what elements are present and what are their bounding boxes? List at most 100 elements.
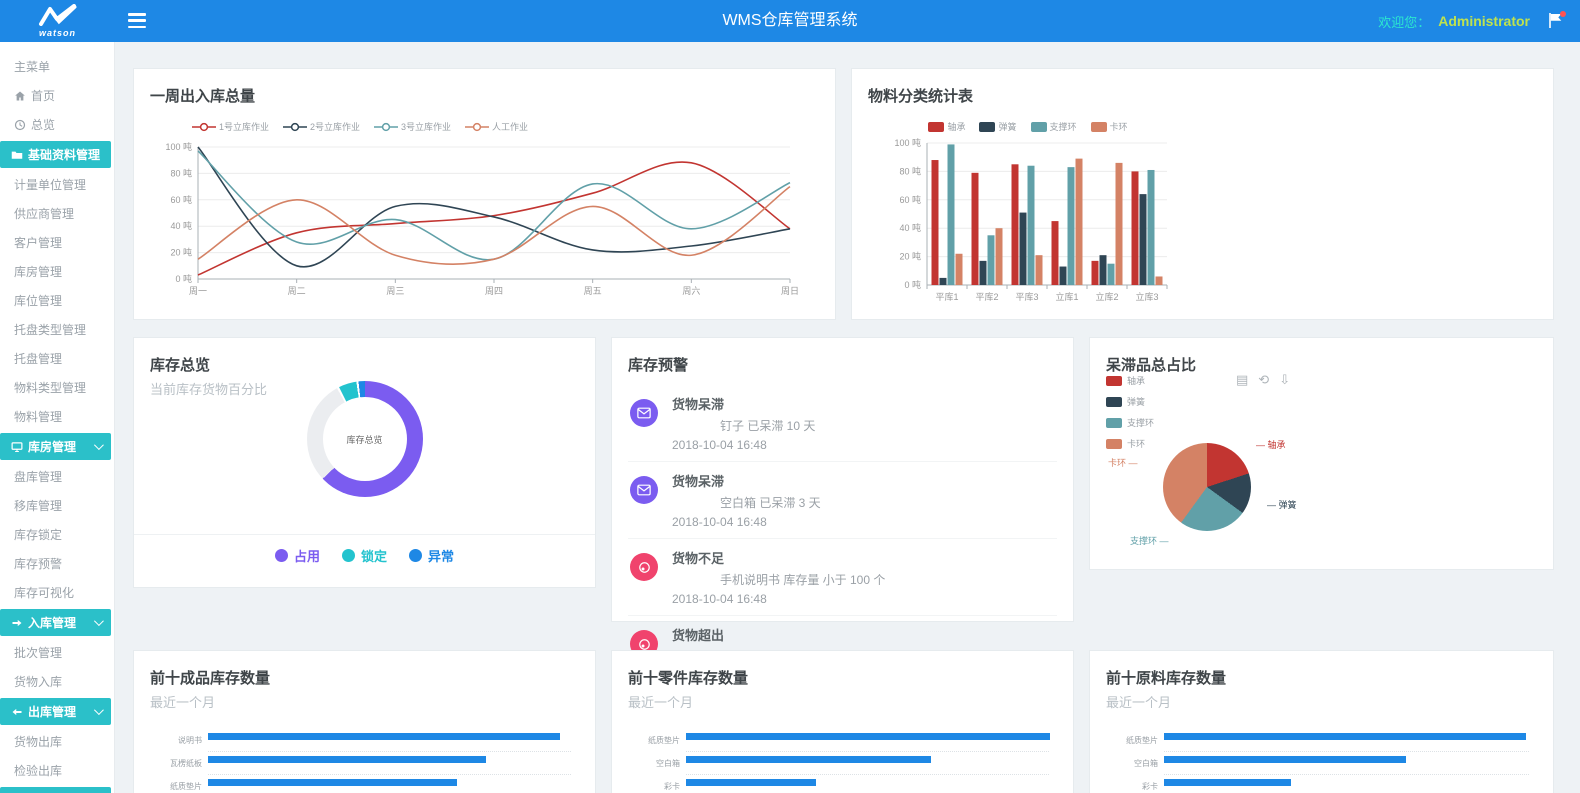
warning-item[interactable]: 货物不足 手机说明书 库存量 小于 100 个 2018-10-04 16:48 bbox=[628, 539, 1057, 616]
sidebar-item-移库管理[interactable]: 移库管理 bbox=[0, 491, 114, 520]
username[interactable]: Administrator bbox=[1438, 13, 1530, 29]
hbar-bar bbox=[686, 733, 1050, 740]
sidebar-item-label: 批次管理 bbox=[14, 646, 63, 660]
svg-text:周三: 周三 bbox=[386, 286, 404, 296]
menu-toggle-icon[interactable] bbox=[128, 13, 146, 28]
sidebar-item-库存锁定[interactable]: 库存锁定 bbox=[0, 520, 114, 549]
data-view-icon[interactable]: ▤ bbox=[1236, 372, 1249, 387]
welcome-label: 欢迎您： bbox=[1378, 14, 1431, 30]
sidebar-item-出库管理[interactable]: 出库管理 bbox=[0, 698, 111, 725]
hbar-label: 彩卡 bbox=[1142, 782, 1158, 791]
sidebar-item-基础资料管理[interactable]: 基础资料管理 bbox=[0, 141, 111, 168]
card-title: 一周出入库总量 bbox=[150, 88, 256, 105]
donut-legend-item-锁定[interactable]: 锁定 bbox=[341, 546, 387, 565]
card-subtitle: 最近一个月 bbox=[150, 695, 216, 710]
pie-legend-item-轴承[interactable]: 轴承 bbox=[1106, 374, 1154, 387]
hbar-track bbox=[208, 775, 579, 793]
legend-item-卡环[interactable]: 卡环 bbox=[1090, 120, 1128, 133]
sidebar-item-入库管理[interactable]: 入库管理 bbox=[0, 609, 111, 636]
hbar-track bbox=[208, 752, 579, 775]
refresh-icon[interactable]: ⟲ bbox=[1258, 372, 1270, 387]
sidebar-item-检验出库[interactable]: 检验出库 bbox=[0, 756, 114, 785]
hbar-label: 纸质垫片 bbox=[170, 782, 202, 791]
card-inventory-warning: 库存预警 货物呆滞 钉子 已呆滞 10 天 2018-10-04 16:48 货物呆滞… bbox=[611, 337, 1074, 683]
sidebar-item-托盘管理[interactable]: 托盘管理 bbox=[0, 344, 114, 373]
svg-text:80 吨: 80 吨 bbox=[170, 167, 192, 178]
sidebar-item-托盘类型管理[interactable]: 托盘类型管理 bbox=[0, 315, 114, 344]
sidebar-item-label: 物料管理 bbox=[14, 410, 63, 424]
hbar-label: 瓦楞纸板 bbox=[170, 759, 202, 768]
sidebar-item-批次管理[interactable]: 批次管理 bbox=[0, 638, 114, 667]
warning-title: 货物不足 bbox=[672, 551, 725, 566]
hbar-track bbox=[1164, 729, 1537, 752]
legend-item-3号立库作业[interactable]: 3号立库作业 bbox=[374, 120, 451, 133]
hbar-track bbox=[1164, 775, 1537, 793]
hbar-row-彩卡: 彩卡 bbox=[1106, 775, 1537, 793]
mail-icon bbox=[630, 476, 658, 504]
sidebar-item-label: 库位管理 bbox=[14, 294, 63, 308]
brand-logo[interactable]: watson bbox=[0, 0, 115, 42]
sidebar-item-客户管理[interactable]: 客户管理 bbox=[0, 228, 114, 257]
arrow-left-icon bbox=[11, 706, 23, 718]
sidebar-item-库位管理[interactable]: 库位管理 bbox=[0, 286, 114, 315]
hbar-bar bbox=[1164, 779, 1291, 786]
sidebar-item-货物出库[interactable]: 货物出库 bbox=[0, 727, 114, 756]
legend-item-人工作业[interactable]: 人工作业 bbox=[465, 120, 528, 133]
sidebar-item-label: 货物出库 bbox=[14, 735, 63, 749]
pie-legend: 轴承 弹簧 支撑环 卡环 bbox=[1106, 374, 1154, 458]
hbar-row-纸质垫片: 纸质垫片 bbox=[628, 729, 1057, 752]
legend-item-支撑环[interactable]: 支撑环 bbox=[1030, 120, 1077, 133]
card-subtitle: 最近一个月 bbox=[1106, 695, 1172, 710]
card-subtitle: 最近一个月 bbox=[628, 695, 694, 710]
hbar-bar bbox=[1164, 756, 1407, 763]
sidebar-item-盘库管理[interactable]: 盘库管理 bbox=[0, 462, 114, 491]
legend-item-弹簧[interactable]: 弹簧 bbox=[979, 120, 1017, 133]
sidebar-item-首页[interactable]: 首页 bbox=[0, 81, 114, 110]
warning-time: 2018-10-04 16:48 bbox=[672, 515, 767, 529]
notification-flag-icon[interactable] bbox=[1548, 11, 1566, 30]
sidebar-item-物料类型管理[interactable]: 物料类型管理 bbox=[0, 373, 114, 402]
svg-text:平库1: 平库1 bbox=[935, 291, 958, 302]
sidebar-item-库房管理[interactable]: 库房管理 bbox=[0, 433, 111, 460]
card-title: 呆滞品总占比 bbox=[1106, 357, 1197, 374]
pie-label-支撑环: 支撑环 — bbox=[1130, 536, 1169, 546]
card-title: 库存总览 bbox=[150, 357, 211, 374]
donut-legend-item-异常[interactable]: 异常 bbox=[409, 546, 454, 565]
legend-item-1号立库作业[interactable]: 1号立库作业 bbox=[191, 120, 269, 133]
sidebar-item-库存预警[interactable]: 库存预警 bbox=[0, 549, 114, 578]
sidebar-item-库房管理[interactable]: 库房管理 bbox=[0, 257, 114, 286]
hbar-bar bbox=[686, 779, 816, 786]
svg-text:100 吨: 100 吨 bbox=[165, 141, 192, 152]
pie-legend-item-支撑环[interactable]: 支撑环 bbox=[1106, 416, 1154, 429]
hbar-chart: 说明书瓦楞纸板纸质垫片空白箱 bbox=[150, 729, 579, 793]
hbar-row-瓦楞纸板: 瓦楞纸板 bbox=[150, 752, 579, 775]
user-area: 欢迎您： Administrator bbox=[1378, 0, 1566, 42]
hbar-label: 说明书 bbox=[178, 736, 202, 745]
legend-item-轴承[interactable]: 轴承 bbox=[928, 120, 965, 133]
sidebar-item-货物入库[interactable]: 货物入库 bbox=[0, 667, 114, 696]
sidebar-item-库存可视化[interactable]: 库存可视化 bbox=[0, 578, 114, 607]
sidebar-item-label: 首页 bbox=[31, 89, 56, 103]
download-icon[interactable]: ⇩ bbox=[1279, 372, 1291, 387]
sidebar-item-供应商管理[interactable]: 供应商管理 bbox=[0, 199, 114, 228]
sidebar-item-计量单位管理[interactable]: 计量单位管理 bbox=[0, 170, 114, 199]
warning-item[interactable]: 货物呆滞 钉子 已呆滞 10 天 2018-10-04 16:48 bbox=[628, 385, 1057, 462]
watson-logo-icon bbox=[38, 4, 78, 31]
warning-time: 2018-10-04 16:48 bbox=[672, 438, 767, 452]
pie-label-卡环: 卡环 — bbox=[1108, 458, 1138, 468]
warning-item[interactable]: 货物呆滞 空白箱 已呆滞 3 天 2018-10-04 16:48 bbox=[628, 462, 1057, 539]
sidebar-item-物料管理[interactable]: 物料管理 bbox=[0, 402, 114, 431]
warning-title: 货物超出 bbox=[672, 628, 725, 643]
sidebar-item-partial[interactable] bbox=[0, 787, 111, 793]
legend-item-2号立库作业[interactable]: 2号立库作业 bbox=[282, 120, 360, 133]
hbar-bar bbox=[1164, 733, 1526, 740]
hbar-bar bbox=[208, 779, 457, 786]
pie-legend-item-卡环[interactable]: 卡环 bbox=[1106, 437, 1154, 450]
hbar-track bbox=[686, 775, 1057, 793]
home-icon bbox=[14, 90, 26, 102]
sidebar-item-总览[interactable]: 总览 bbox=[0, 110, 114, 139]
donut-legend-item-占用[interactable]: 占用 bbox=[274, 546, 320, 565]
pie-legend-item-弹簧[interactable]: 弹簧 bbox=[1106, 395, 1154, 408]
card-material-stats: 物料分类统计表 轴承 弹簧 支撑环 卡环 0 吨 20 吨 40 吨 60 吨 80 吨 100… bbox=[851, 68, 1554, 320]
